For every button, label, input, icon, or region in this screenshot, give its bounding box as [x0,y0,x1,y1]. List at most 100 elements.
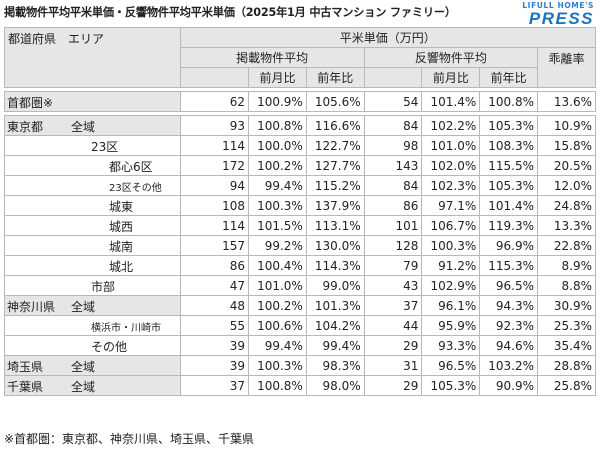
response-yoy: 101.4% [479,195,539,216]
area-cell: 23区その他 [4,175,181,196]
area-label: 全域 [71,120,96,134]
table-row: 首都圏※ 62 100.9% 105.6% 54 101.4% 100.8% 1… [4,91,596,112]
response-mom: 102.9% [421,275,481,296]
table-row: 城北 86 100.4% 114.3% 79 91.2% 115.3% 8.9% [4,255,596,276]
listing-mom: 100.4% [248,255,307,276]
logo-main-text: PRESS [528,9,594,28]
listing-yoy: 116.6% [305,115,365,136]
response-mom: 102.3% [421,175,481,196]
table-row: 東京都 全域 93 100.8% 116.6% 84 102.2% 105.3% … [4,115,596,136]
listing-price: 37 [179,375,250,396]
listing-yoy: 99.4% [305,335,365,356]
header-listing-avg: 掲載物件平均 [179,47,365,68]
listing-price: 114 [179,135,250,156]
area-label: その他 [91,340,128,354]
response-yoy: 94.6% [479,335,539,356]
table-row: 城西 114 101.5% 113.1% 101 106.7% 119.3% 1… [4,215,596,236]
response-price: 128 [363,235,423,256]
response-yoy: 115.5% [479,155,539,176]
header-divergence: 乖離率 [537,47,596,88]
area-cell: 都心6区 [4,155,181,176]
listing-price: 114 [179,215,250,236]
area-label: 全域 [71,360,96,374]
divergence-rate: 30.9% [537,295,596,316]
response-mom: 96.1% [421,295,481,316]
response-price: 37 [363,295,423,316]
listing-price: 157 [179,235,250,256]
listing-price: 55 [179,315,250,336]
response-price: 143 [363,155,423,176]
pref-label: 千葉県 [7,380,44,394]
divergence-rate: 13.3% [537,215,596,236]
response-yoy: 90.9% [479,375,539,396]
area-cell: 城東 [4,195,181,216]
response-mom: 102.0% [421,155,481,176]
divergence-rate: 35.4% [537,335,596,356]
header-listing-yoy: 前年比 [305,67,365,88]
response-mom: 95.9% [421,315,481,336]
response-yoy: 103.2% [479,355,539,376]
listing-price: 86 [179,255,250,276]
divergence-rate: 22.8% [537,235,596,256]
table-row: その他 39 99.4% 99.4% 29 93.3% 94.6% 35.4% [4,335,596,356]
response-price: 84 [363,115,423,136]
table-row: 神奈川県 全域 48 100.2% 101.3% 37 96.1% 94.3% 3… [4,295,596,316]
response-yoy: 105.3% [479,115,539,136]
area-label: 23区その他 [109,183,162,194]
listing-mom: 101.5% [248,215,307,236]
response-mom: 101.4% [421,91,481,112]
divergence-rate: 25.8% [537,375,596,396]
table-row: 23区その他 94 99.4% 115.2% 84 102.3% 105.3% … [4,175,596,196]
divergence-rate: 28.8% [537,355,596,376]
listing-yoy: 137.9% [305,195,365,216]
listing-price: 48 [179,295,250,316]
response-mom: 105.3% [421,375,481,396]
listing-yoy: 98.3% [305,355,365,376]
listing-price: 108 [179,195,250,216]
table-row: 城東 108 100.3% 137.9% 86 97.1% 101.4% 24.… [4,195,596,216]
divergence-rate: 25.3% [537,315,596,336]
pref-label: 神奈川県 [7,300,56,314]
header-response-blank [363,67,423,88]
response-price: 44 [363,315,423,336]
listing-mom: 100.3% [248,195,307,216]
response-price: 31 [363,355,423,376]
response-mom: 97.1% [421,195,481,216]
area-label: 城北 [109,260,134,274]
table-row: 城南 157 99.2% 130.0% 128 100.3% 96.9% 22.… [4,235,596,256]
area-cell: 横浜市・川崎市 [4,315,181,336]
area-cell: 首都圏※ [4,91,181,112]
listing-yoy: 127.7% [305,155,365,176]
price-table: 都道府県 エリア 平米単価（万円） 掲載物件平均 反響物件平均 乖離率 前月比 … [4,27,597,396]
response-yoy: 100.8% [479,91,539,112]
response-mom: 106.7% [421,215,481,236]
header-response-mom: 前月比 [421,67,481,88]
table-row: 横浜市・川崎市 55 100.6% 104.2% 44 95.9% 92.3% … [4,315,596,336]
area-label: 市部 [91,280,116,294]
response-price: 101 [363,215,423,236]
area-cell: 埼玉県 全域 [4,355,181,376]
listing-yoy: 113.1% [305,215,365,236]
footnote: ※首都圏：東京都、神奈川県、埼玉県、千葉県 [4,432,255,446]
listing-price: 39 [179,355,250,376]
pref-label: 東京都 [7,120,44,134]
area-label: 23区 [91,140,119,154]
divergence-rate: 24.8% [537,195,596,216]
response-mom: 93.3% [421,335,481,356]
listing-yoy: 115.2% [305,175,365,196]
listing-mom: 99.2% [248,235,307,256]
area-cell: 城北 [4,255,181,276]
header-listing-blank [179,67,250,88]
table-row: 23区 114 100.0% 122.7% 98 101.0% 108.3% 1… [4,135,596,156]
response-mom: 96.5% [421,355,481,376]
response-yoy: 92.3% [479,315,539,336]
listing-price: 172 [179,155,250,176]
listing-yoy: 104.2% [305,315,365,336]
listing-mom: 100.0% [248,135,307,156]
response-yoy: 96.5% [479,275,539,296]
response-yoy: 115.3% [479,255,539,276]
response-yoy: 105.3% [479,175,539,196]
listing-yoy: 101.3% [305,295,365,316]
pref-label: 首都圏※ [7,96,54,110]
